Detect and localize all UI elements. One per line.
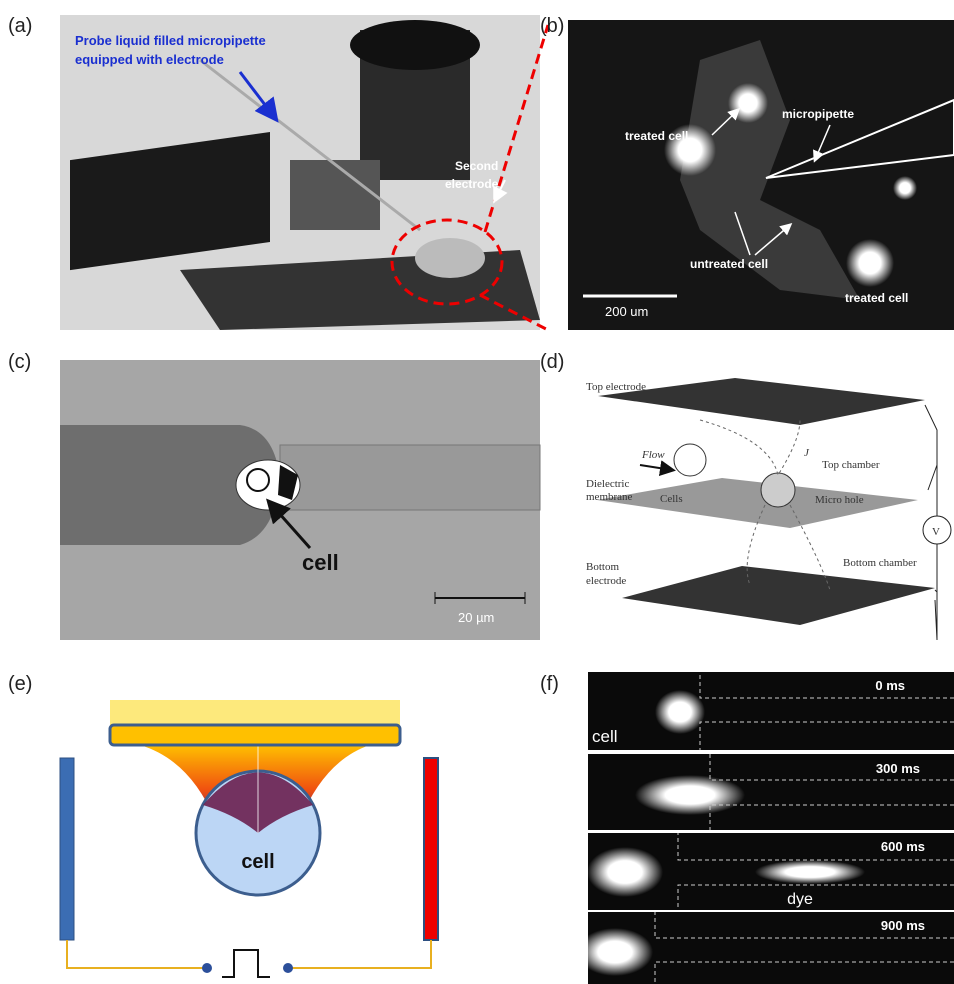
annotation: Bottom — [586, 561, 619, 573]
voltmeter — [922, 515, 952, 545]
panel-b: (b) treated cell micropipette untreated … — [540, 15, 954, 330]
highlight — [390, 218, 504, 306]
arrow — [238, 71, 279, 123]
panel-e: (e) cell — [8, 673, 439, 978]
annotation: electrode — [586, 575, 626, 587]
arrow — [266, 498, 312, 549]
annotation: treated cell — [625, 129, 688, 143]
spot — [893, 176, 917, 200]
annotation: membrane — [586, 491, 633, 503]
cell — [673, 443, 707, 477]
panel-label: (e) — [8, 673, 32, 695]
pulse — [222, 949, 270, 978]
frame: 900 ms — [577, 912, 954, 984]
treated-cell — [846, 239, 894, 287]
panel-d: (d) Top electrode Flow J Top chamber Die… — [540, 351, 952, 641]
time-label: 600 ms — [881, 839, 925, 854]
cell — [587, 847, 663, 897]
scale-label: 20 µm — [458, 610, 494, 625]
arrow — [734, 211, 790, 256]
frame-bg — [588, 672, 954, 750]
frame: 600 ms dye — [587, 833, 954, 910]
annotation: cell — [592, 727, 618, 746]
panel-label: (d) — [540, 351, 564, 373]
panel-label: (a) — [8, 15, 32, 37]
nucleus — [246, 468, 270, 492]
annotation: cell — [241, 851, 274, 873]
channel — [709, 754, 954, 830]
frame: cell 0 ms — [588, 672, 954, 750]
electrode — [59, 757, 75, 941]
micropipette — [765, 98, 954, 179]
terminal — [202, 963, 212, 973]
treated-cell — [664, 124, 716, 176]
objective — [350, 20, 480, 70]
cell — [655, 690, 705, 734]
zoom-line — [479, 293, 549, 332]
annotation: Top electrode — [586, 381, 646, 393]
wire — [934, 589, 938, 593]
panel-label: (b) — [540, 15, 564, 37]
wire — [66, 940, 432, 969]
dye — [755, 860, 865, 884]
cell — [635, 775, 745, 815]
spot — [278, 465, 298, 500]
annotation: Top chamber — [822, 459, 880, 471]
channel — [677, 833, 954, 910]
panel-a: (a) Probe liquid filled micropipette equ… — [8, 15, 550, 332]
annotation: dye — [787, 891, 813, 908]
annotation: untreated cell — [690, 257, 768, 271]
scale-label: 200 um — [605, 304, 648, 319]
panel-c: (c) cell 20 µm — [8, 351, 541, 640]
light-source — [110, 700, 400, 725]
annotation: Bottom chamber — [843, 557, 917, 569]
membrane — [597, 478, 918, 528]
pipette — [60, 425, 280, 545]
time-label: 0 ms — [875, 678, 905, 693]
annotation: treated cell — [845, 291, 908, 305]
pipette — [199, 58, 421, 232]
annotation: cell — [302, 550, 339, 575]
channel — [279, 444, 541, 511]
time-label: 300 ms — [876, 761, 920, 776]
stage — [70, 132, 270, 271]
annotation: electrode — [445, 177, 499, 191]
annotation: Second — [455, 159, 498, 173]
panel-f: (f) cell 0 ms 300 ms 600 ms dye 900 ms — [540, 672, 954, 984]
flow-arrow — [639, 460, 676, 477]
annotation: micropipette — [782, 107, 854, 121]
bottom-electrode — [622, 566, 935, 625]
panel-label: (f) — [540, 673, 559, 695]
annotation: V — [932, 526, 940, 538]
electrode — [423, 757, 439, 941]
channel — [654, 912, 954, 984]
terminal — [283, 963, 293, 973]
field-line — [746, 504, 831, 591]
annotation: Cells — [660, 493, 683, 505]
switch — [927, 464, 938, 491]
annotation: J — [804, 447, 810, 459]
panel-label: (c) — [8, 351, 31, 373]
time-label: 900 ms — [881, 918, 925, 933]
annotation: Flow — [641, 449, 665, 461]
arrow — [493, 179, 508, 204]
cell — [760, 472, 796, 508]
cell — [577, 928, 653, 976]
annotation: Probe liquid filled micropipette — [75, 33, 266, 48]
frame: 300 ms — [588, 754, 954, 830]
annotation: equipped with electrode — [75, 52, 224, 67]
manipulator — [290, 160, 380, 230]
annotation: Micro hole — [815, 494, 864, 506]
arrow — [813, 124, 831, 163]
channel — [699, 672, 954, 750]
top-electrode — [598, 378, 925, 425]
treated-cell — [728, 83, 768, 123]
cell-body — [680, 40, 860, 300]
annotation: Dielectric — [586, 478, 629, 490]
dish — [415, 238, 485, 278]
field-line — [699, 419, 801, 477]
arrow — [711, 107, 741, 136]
lens — [108, 723, 402, 747]
